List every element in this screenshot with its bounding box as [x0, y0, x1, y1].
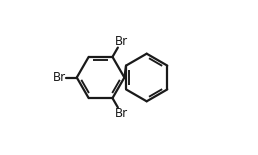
Text: Br: Br	[53, 71, 66, 84]
Text: Br: Br	[115, 107, 128, 120]
Text: Br: Br	[115, 35, 128, 48]
